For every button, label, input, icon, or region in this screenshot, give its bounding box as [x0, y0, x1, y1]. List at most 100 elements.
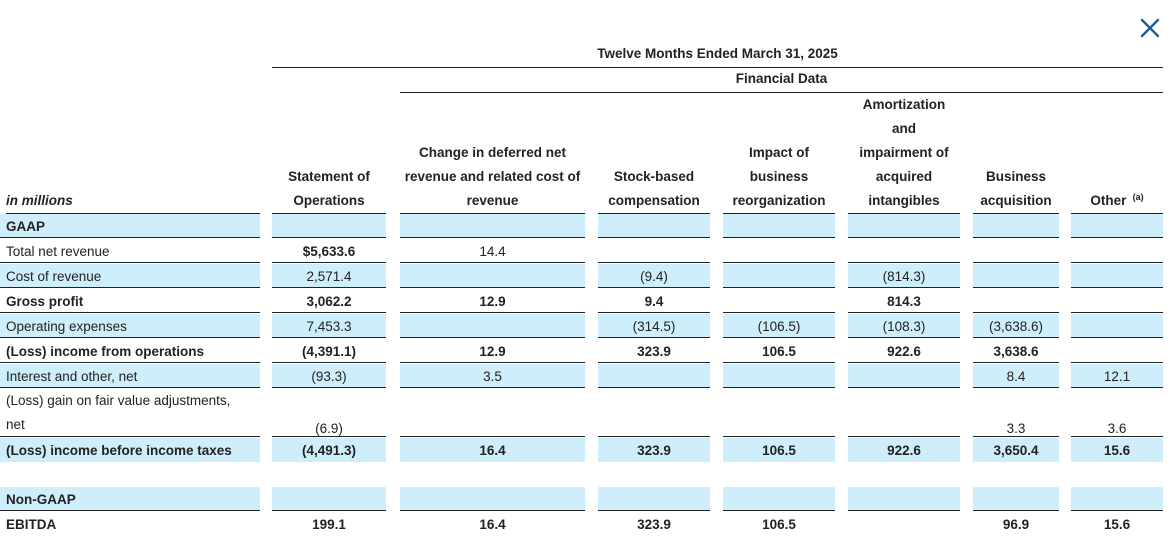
- cell-acq: 8.4: [973, 364, 1059, 388]
- cell-amort: (814.3): [848, 264, 960, 288]
- column-header-statement: Statement of Operations: [272, 94, 386, 214]
- cell-acq: [973, 289, 1059, 313]
- cell-sbc: 323.9: [637, 516, 671, 532]
- cell-sbc: (9.4): [598, 264, 710, 288]
- cell-statement: (93.3): [272, 364, 386, 388]
- row-label: (Loss) income before income taxes: [0, 438, 260, 462]
- cell-statement: 3,062.2: [272, 289, 386, 313]
- cell-sbc: 323.9: [598, 339, 710, 363]
- cell-deferred: 16.4: [400, 438, 585, 462]
- cell-amort: (108.3): [848, 314, 960, 338]
- row-label-line: net: [6, 417, 25, 432]
- column-header-line: Change in deferred net: [418, 145, 567, 160]
- cell-acq: [973, 264, 1059, 288]
- row-label: Gross profit: [0, 289, 260, 313]
- row-label: GAAP: [0, 214, 260, 238]
- cell-statement: (6.9): [272, 389, 386, 437]
- spacer-row: [0, 463, 1173, 487]
- cell-statement: [272, 214, 386, 238]
- table-row: Cost of revenue 2,571.4 (9.4) (814.3): [0, 264, 1173, 288]
- cell-amort: 814.3: [848, 289, 960, 313]
- cell-other: [1071, 339, 1163, 363]
- cell-sbc: [598, 389, 710, 437]
- column-header-line: and: [891, 121, 916, 136]
- cell-deferred: 12.9: [400, 339, 585, 363]
- column-header-line: Operations: [293, 193, 365, 208]
- column-header-line: Business: [985, 169, 1047, 184]
- group-rule: [400, 92, 1163, 93]
- period-title: Twelve Months Ended March 31, 2025: [597, 46, 838, 61]
- cell-sbc: [598, 364, 710, 388]
- cell-acq: 3.3: [973, 389, 1059, 437]
- row-label: EBITDA: [6, 516, 57, 532]
- cell-sbc: 9.4: [598, 289, 710, 313]
- column-header-reorg: Impact of business reorganization: [723, 94, 835, 214]
- cell-deferred: 16.4: [479, 516, 506, 532]
- row-label: (Loss) income from operations: [0, 339, 260, 363]
- table-row: Gross profit 3,062.2 12.9 9.4 814.3: [0, 289, 1173, 313]
- row-label: (Loss) gain on fair value adjustments, ne…: [0, 389, 260, 437]
- column-header-amort: Amortization and impairment of acquired inta…: [848, 94, 960, 214]
- column-header-line: Amortization: [862, 97, 946, 112]
- cell-amort: [848, 512, 960, 536]
- column-header-acq: Business acquisition: [973, 94, 1059, 214]
- column-header-deferred: Change in deferred net revenue and relate…: [400, 94, 585, 214]
- cell-statement: [272, 487, 386, 511]
- close-icon: [1140, 18, 1160, 38]
- cell-amort: 922.6: [848, 438, 960, 462]
- cell-statement: 2,571.4: [272, 264, 386, 288]
- cell-sbc: (314.5): [598, 314, 710, 338]
- cell-deferred: [400, 314, 585, 338]
- column-header-line: Statement of: [288, 169, 370, 184]
- cell-amort: [848, 214, 960, 238]
- row-label-line: (Loss) gain on fair value adjustments,: [6, 393, 231, 408]
- cell-other: 15.6: [1103, 516, 1131, 532]
- cell-amort: [848, 487, 960, 511]
- cell-reorg: 106.5: [723, 339, 835, 363]
- cell-deferred: [400, 463, 585, 487]
- cell-reorg: [723, 389, 835, 437]
- close-button[interactable]: [1139, 17, 1161, 39]
- cell-statement: [272, 463, 386, 487]
- cell-amort: [848, 463, 960, 487]
- column-header-line: intangibles: [868, 193, 940, 208]
- table-row: (Loss) income before income taxes (4,491.…: [0, 438, 1173, 462]
- cell-amort: 922.6: [848, 339, 960, 363]
- section-row: GAAP: [0, 214, 1173, 238]
- cell-amort: [848, 364, 960, 388]
- cell-amort: [848, 239, 960, 263]
- cell-reorg: [723, 264, 835, 288]
- column-header-line: acquired: [875, 169, 933, 184]
- cell-deferred: [400, 264, 585, 288]
- column-header-sbc: Stock-based compensation: [598, 94, 710, 214]
- column-header-line: revenue: [466, 193, 519, 208]
- cell-other: [1071, 314, 1163, 338]
- cell-statement: 199.1: [312, 516, 346, 532]
- table-row: EBITDA 199.1 16.4 323.9 106.5 96.9 15.6: [0, 512, 1173, 536]
- cell-sbc: 323.9: [598, 438, 710, 462]
- cell-reorg: [723, 364, 835, 388]
- cell-acq: [973, 214, 1059, 238]
- column-header-line: Stock-based: [613, 169, 695, 184]
- column-header-line: revenue and related cost of: [404, 169, 581, 184]
- cell-statement: $5,633.6: [272, 239, 386, 263]
- column-header-line: reorganization: [732, 193, 826, 208]
- cell-acq: [973, 463, 1059, 487]
- cell-deferred: [400, 389, 585, 437]
- cell-acq: 3,650.4: [973, 438, 1059, 462]
- cell-statement: (4,491.3): [272, 438, 386, 462]
- table-row: Total net revenue $5,633.6 14.4: [0, 239, 1173, 263]
- cell-reorg: [723, 487, 835, 511]
- table-row: (Loss) gain on fair value adjustments, ne…: [0, 389, 1173, 437]
- cell-acq: [973, 239, 1059, 263]
- cell-deferred: 3.5: [400, 364, 585, 388]
- row-label: Total net revenue: [0, 239, 260, 263]
- cell-reorg: [723, 214, 835, 238]
- cell-deferred: [400, 214, 585, 238]
- row-label: Operating expenses: [0, 314, 260, 338]
- group-title: Financial Data: [735, 71, 828, 86]
- cell-other: [1071, 239, 1163, 263]
- cell-deferred: 12.9: [400, 289, 585, 313]
- cell-acq: [973, 487, 1059, 511]
- cell-deferred: 14.4: [400, 239, 585, 263]
